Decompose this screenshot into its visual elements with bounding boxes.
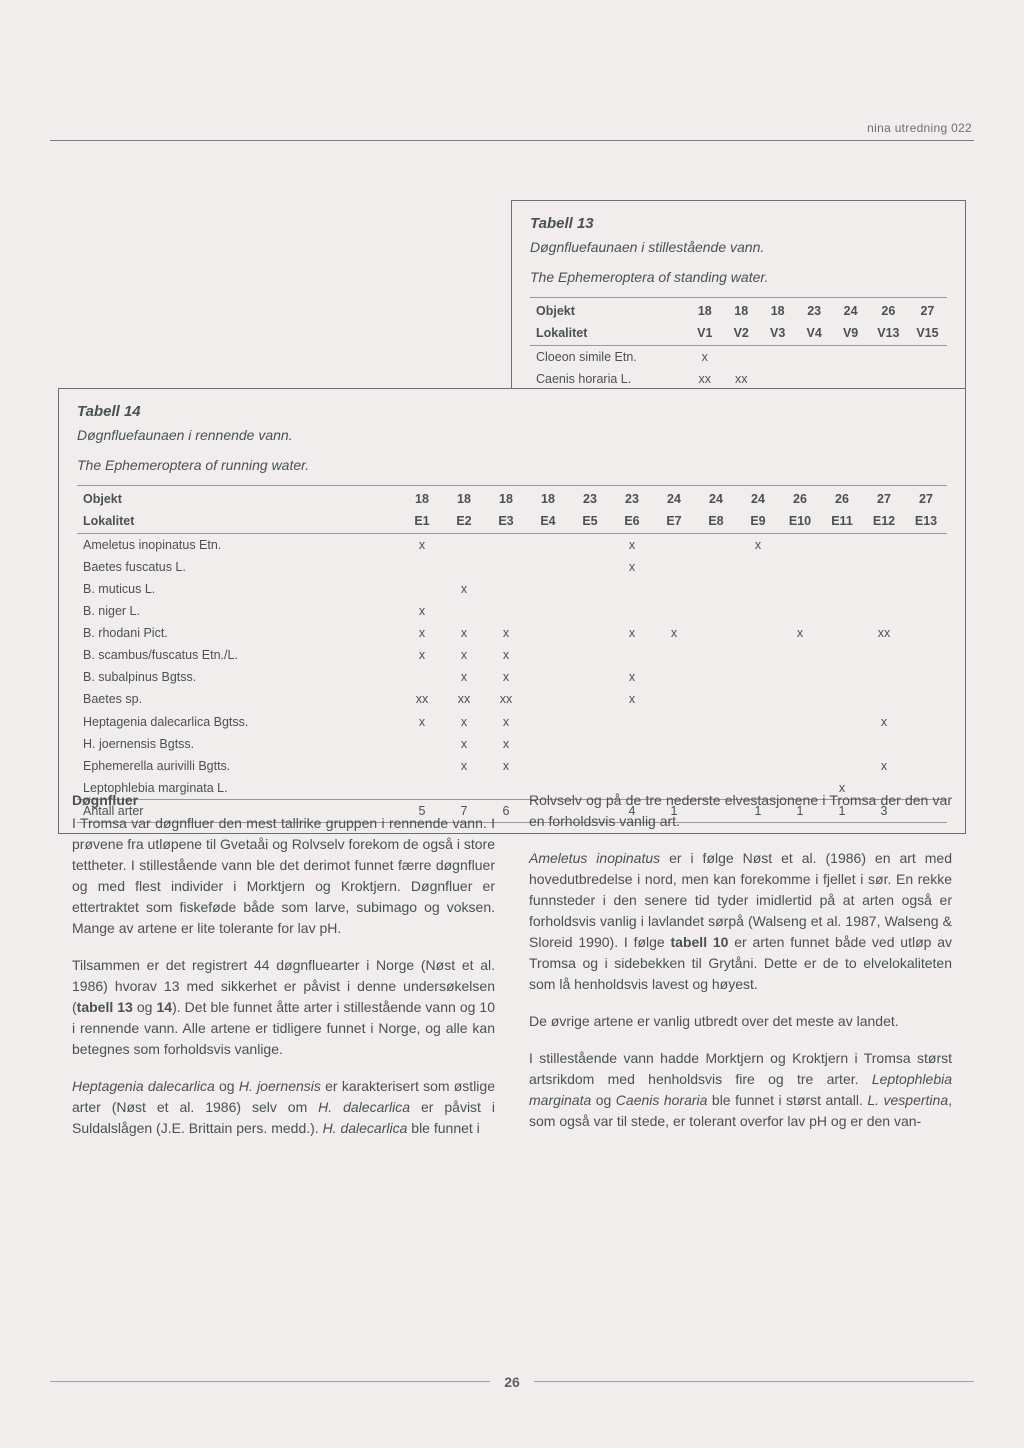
body-columns: Døgnfluer I Tromsa var døgnfluer den mes… [72,790,952,1155]
right-p3: De øvrige artene er vanlig utbredt over … [529,1011,952,1032]
table-13-sub2: The Ephemeroptera of standing water. [530,267,947,287]
page-number: 26 [490,1372,534,1392]
table-row: Baetes fuscatus L.x [77,556,947,578]
left-p2: Tilsammen er det registrert 44 døgnfluea… [72,955,495,1060]
left-p3: Heptagenia dalecarlica og H. joernensis … [72,1076,495,1139]
table-row: B. niger L.x [77,600,947,622]
table-row: Cloeon simile Etn.x [530,345,947,368]
table-14-title: Tabell 14 [77,401,947,423]
table-14-sub1: Døgnfluefaunaen i rennende vann. [77,425,947,445]
left-p1: I Tromsa var døgnfluer den mest tallrike… [72,813,495,939]
table-13-sub1: Døgnfluefaunaen i stillestående vann. [530,237,947,257]
table-row: B. rhodani Pict.xxxxxxxx [77,622,947,644]
table-14-grid: Objekt 18 18 18 18 23 23 24 24 24 26 26 … [77,485,947,823]
right-p2: Ameletus inopinatus er i følge Nøst et a… [529,848,952,995]
page-number-wrap: 26 [50,1372,974,1392]
table-14-sub2: The Ephemeroptera of running water. [77,455,947,475]
left-column: Døgnfluer I Tromsa var døgnfluer den mes… [72,790,495,1155]
col-lokalitet: Lokalitet [530,322,687,345]
section-heading: Døgnfluer [72,790,495,811]
right-p4: I stillestående vann hadde Morktjern og … [529,1048,952,1132]
table-14: Tabell 14 Døgnfluefaunaen i rennende van… [58,388,966,834]
table-row: B. scambus/fuscatus Etn./L.xxx [77,644,947,666]
table-row: Heptagenia dalecarlica Bgtss.xxxx [77,711,947,733]
table-row: H. joernensis Bgtss.xx [77,733,947,755]
table-row: Caenis horaria L.xxxx [530,368,947,390]
table-row: Ephemerella aurivilli Bgtts.xxx [77,755,947,777]
table-row: B. subalpinus Bgtss.xxx [77,666,947,688]
right-p1: Rolvselv og på de tre nederste elvestasj… [529,790,952,832]
header-label: nina utredning 022 [867,120,972,137]
right-column: Rolvselv og på de tre nederste elvestasj… [529,790,952,1155]
col-objekt: Objekt [530,298,687,323]
header-rule [50,140,974,141]
table-row: Ameletus inopinatus Etn.xxx [77,533,947,556]
table-row: B. muticus L.x [77,578,947,600]
table-13-title: Tabell 13 [530,213,947,235]
table-row: Baetes sp.xxxxxxx [77,688,947,710]
